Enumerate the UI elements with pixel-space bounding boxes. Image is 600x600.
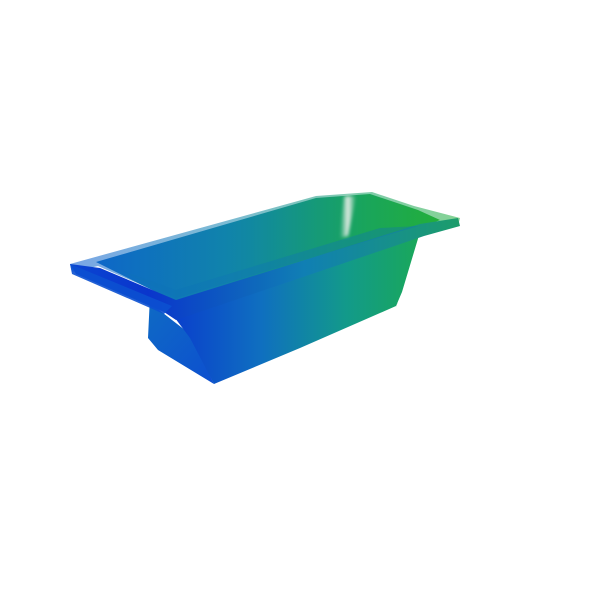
- tub-rim-back: [70, 192, 460, 300]
- tub-rim-left-edge: [70, 264, 172, 314]
- tub-rim-front: [70, 218, 460, 320]
- tub-front-wall: [175, 232, 420, 384]
- tub-highlight: [340, 196, 356, 238]
- tub-left-wall: [118, 278, 214, 384]
- tub-inner-front-shade: [120, 226, 418, 298]
